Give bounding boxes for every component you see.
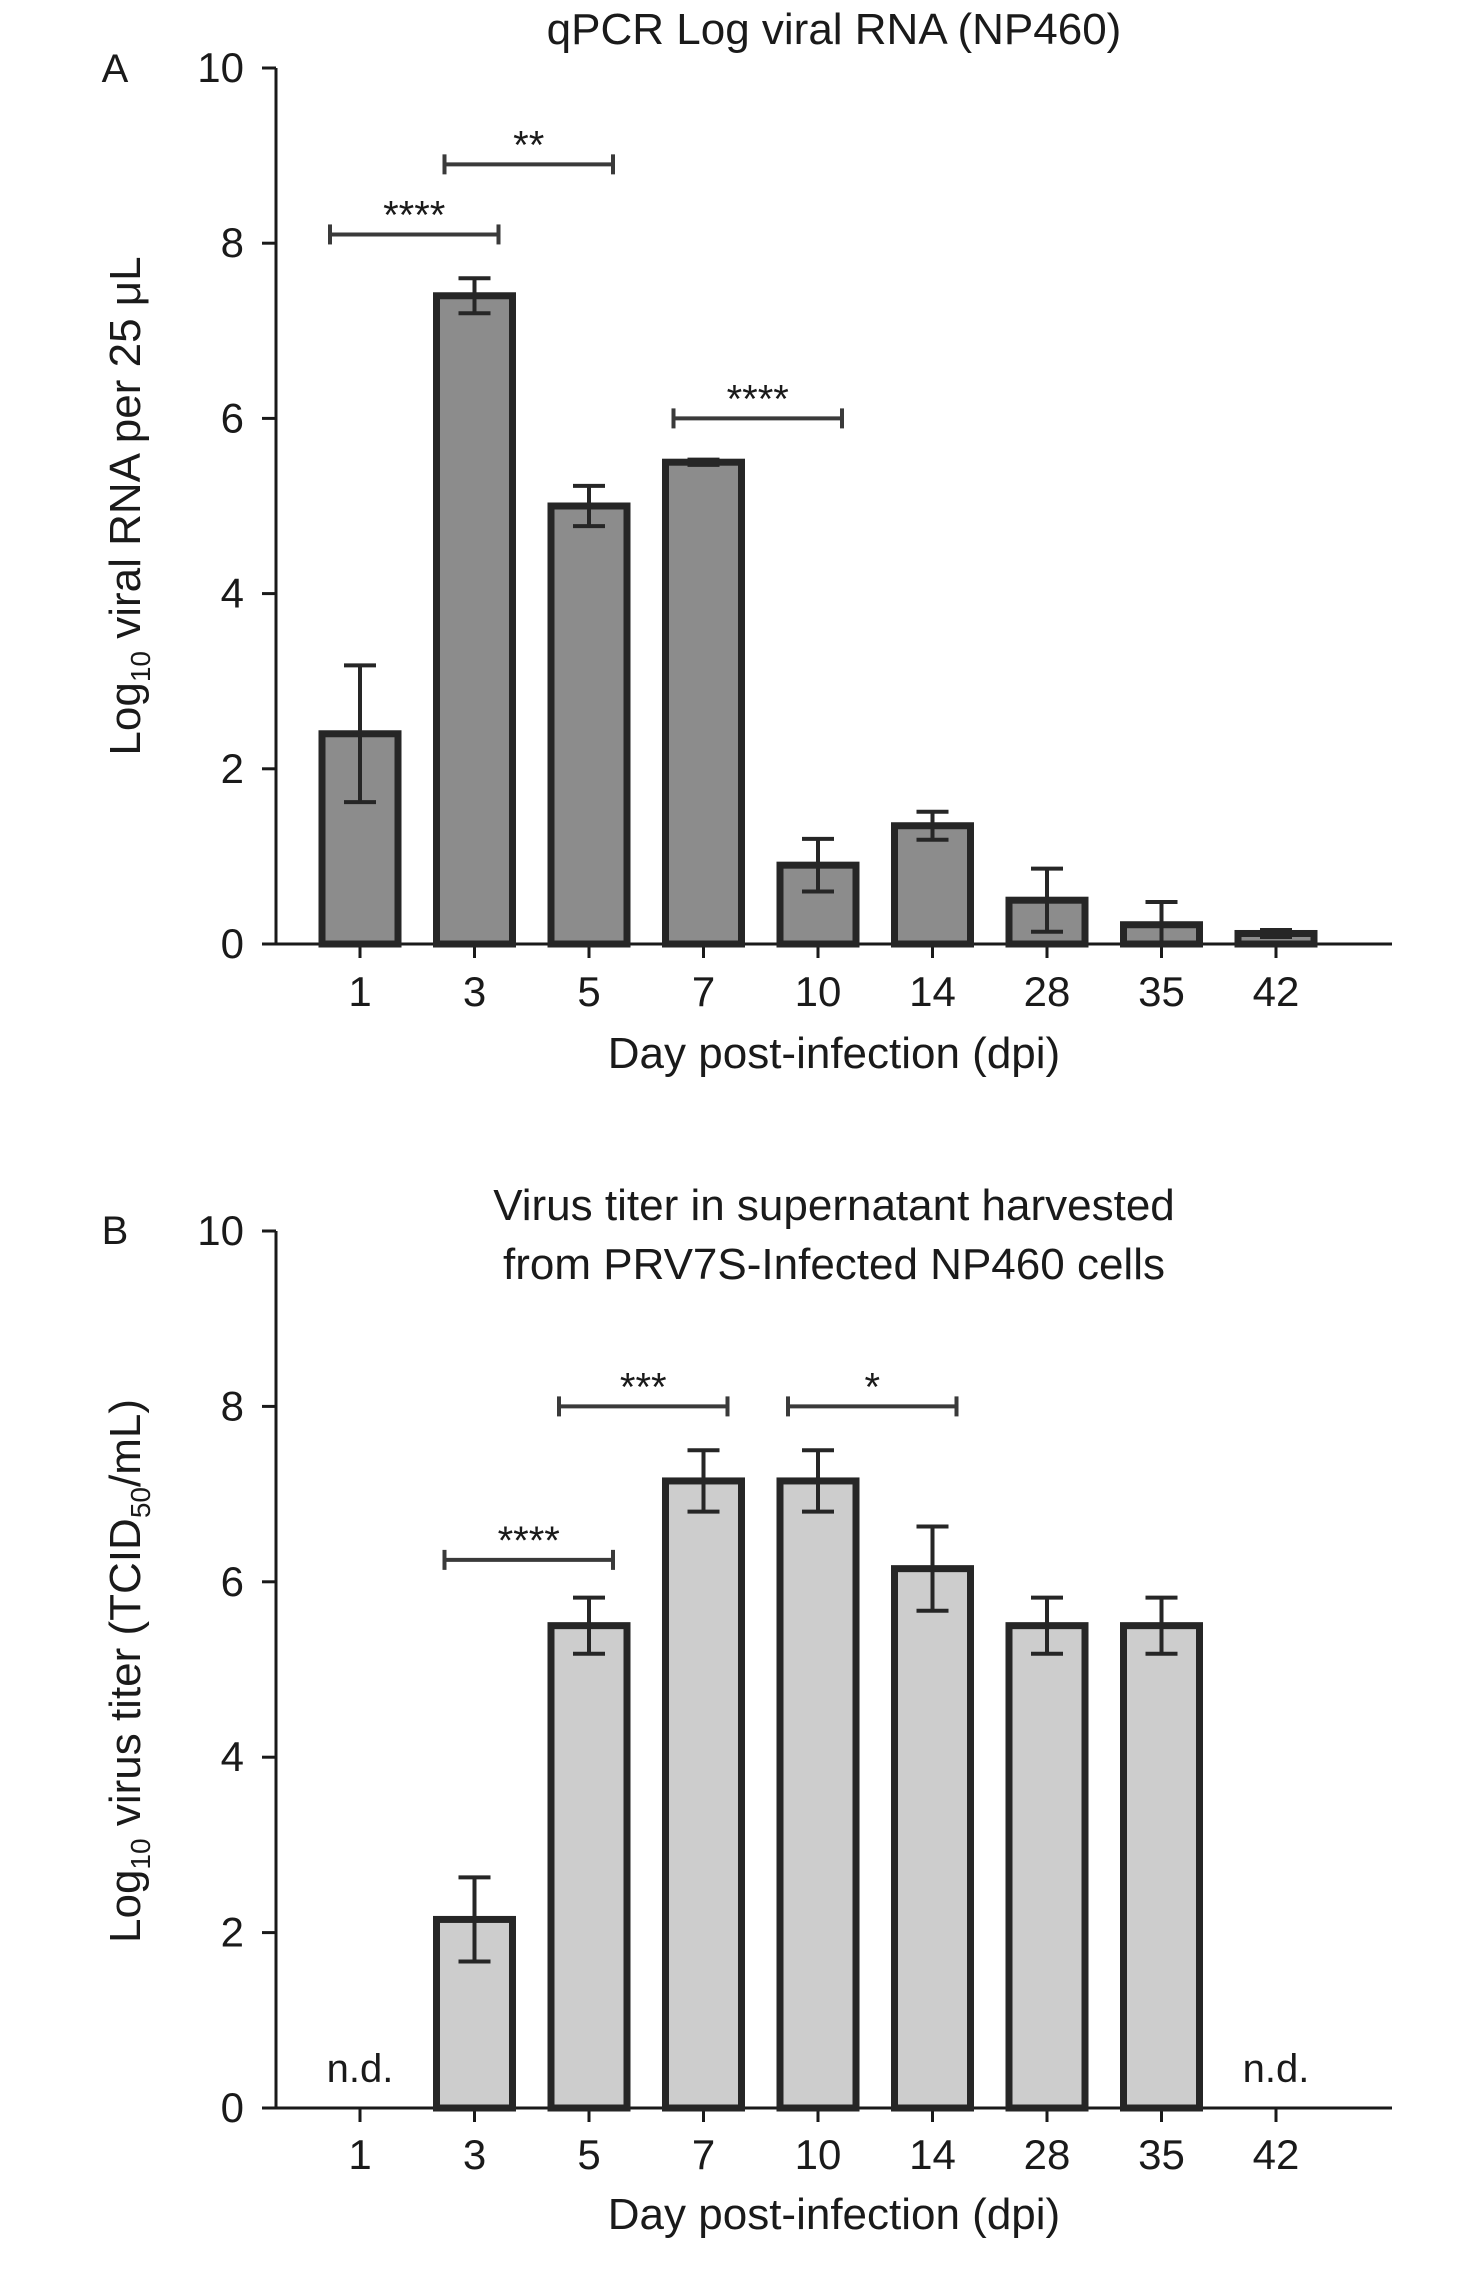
x-tick-label: 14: [909, 2131, 956, 2178]
significance-label: ****: [383, 193, 445, 237]
y-axis-label: Log10 viral RNA per 25 μL: [101, 256, 156, 755]
x-tick-label: 35: [1138, 968, 1185, 1015]
x-tick-label: 3: [463, 2131, 486, 2178]
x-tick-label: 10: [795, 968, 842, 1015]
significance-label: ****: [727, 377, 789, 421]
x-tick-label: 7: [692, 2131, 715, 2178]
bar: [891, 1565, 974, 2112]
x-tick-label: 42: [1253, 968, 1300, 1015]
x-tick-label: 10: [795, 2131, 842, 2178]
x-tick-label: 5: [577, 2131, 600, 2178]
x-tick-label: 42: [1253, 2131, 1300, 2178]
y-tick-label: 2: [221, 1909, 244, 1956]
chart-panel-b: B Virus titer in supernatant harvested fro…: [101, 1181, 1392, 2239]
y-axis-label-subscript: 10: [125, 1838, 156, 1869]
x-tick-label: 14: [909, 968, 956, 1015]
y-tick-label: 8: [221, 1382, 244, 1429]
panel-label: B: [102, 1209, 129, 1253]
y-tick-label: 10: [197, 44, 244, 91]
chart-title: Virus titer in supernatant harvested: [493, 1181, 1175, 1230]
x-tick-label: 1: [348, 968, 371, 1015]
x-tick-label: 5: [577, 968, 600, 1015]
x-axis-label: Day post-infection (dpi): [608, 1029, 1060, 1078]
y-axis-label-subscript: 10: [125, 651, 156, 682]
x-axis-label: Day post-infection (dpi): [608, 2190, 1060, 2239]
y-tick-label: 2: [221, 745, 244, 792]
x-tick-label: 28: [1024, 2131, 1071, 2178]
bar: [1005, 1622, 1089, 2112]
chart-title: from PRV7S-Infected NP460 cells: [503, 1240, 1165, 1289]
x-tick-label: 3: [463, 968, 486, 1015]
y-tick-label: 0: [221, 2084, 244, 2131]
significance-label: ****: [498, 1519, 560, 1563]
x-tick-label: 35: [1138, 2131, 1185, 2178]
y-axis-label-part: /mL): [101, 1399, 150, 1487]
bar: [662, 1477, 745, 2112]
x-tick-label: 28: [1024, 968, 1071, 1015]
significance-label: **: [513, 123, 544, 167]
bar: [891, 822, 974, 948]
significance-label: ***: [620, 1365, 667, 1409]
not-detected-label: n.d.: [327, 2047, 394, 2091]
y-tick-label: 8: [221, 219, 244, 266]
bar: [1120, 1622, 1203, 2112]
y-tick-label: 6: [221, 394, 244, 441]
significance-label: *: [864, 1365, 880, 1409]
bar: [662, 458, 745, 948]
y-axis-label-part: Log: [101, 1870, 150, 1943]
chart-title: qPCR Log viral RNA (NP460): [547, 5, 1122, 54]
y-tick-label: 6: [221, 1558, 244, 1605]
y-axis-label-part: Log: [101, 682, 150, 755]
bar: [547, 1622, 631, 2112]
y-tick-label: 10: [197, 1207, 244, 1254]
y-tick-label: 4: [221, 1733, 244, 1780]
bar: [547, 502, 631, 948]
x-tick-label: 1: [348, 2131, 371, 2178]
y-tick-label: 4: [221, 570, 244, 617]
bar: [433, 292, 516, 948]
y-axis-label-subscript: 50: [125, 1487, 156, 1518]
bar: [776, 1477, 860, 2112]
y-axis-label-part: virus titer (TCID: [101, 1518, 150, 1838]
panel-label: A: [102, 47, 129, 91]
y-axis-label-part: viral RNA per 25 μL: [101, 256, 150, 651]
y-tick-label: 0: [221, 920, 244, 967]
not-detected-label: n.d.: [1243, 2047, 1310, 2091]
x-tick-label: 7: [692, 968, 715, 1015]
y-axis-label: Log10 virus titer (TCID50/mL): [101, 1399, 156, 1943]
